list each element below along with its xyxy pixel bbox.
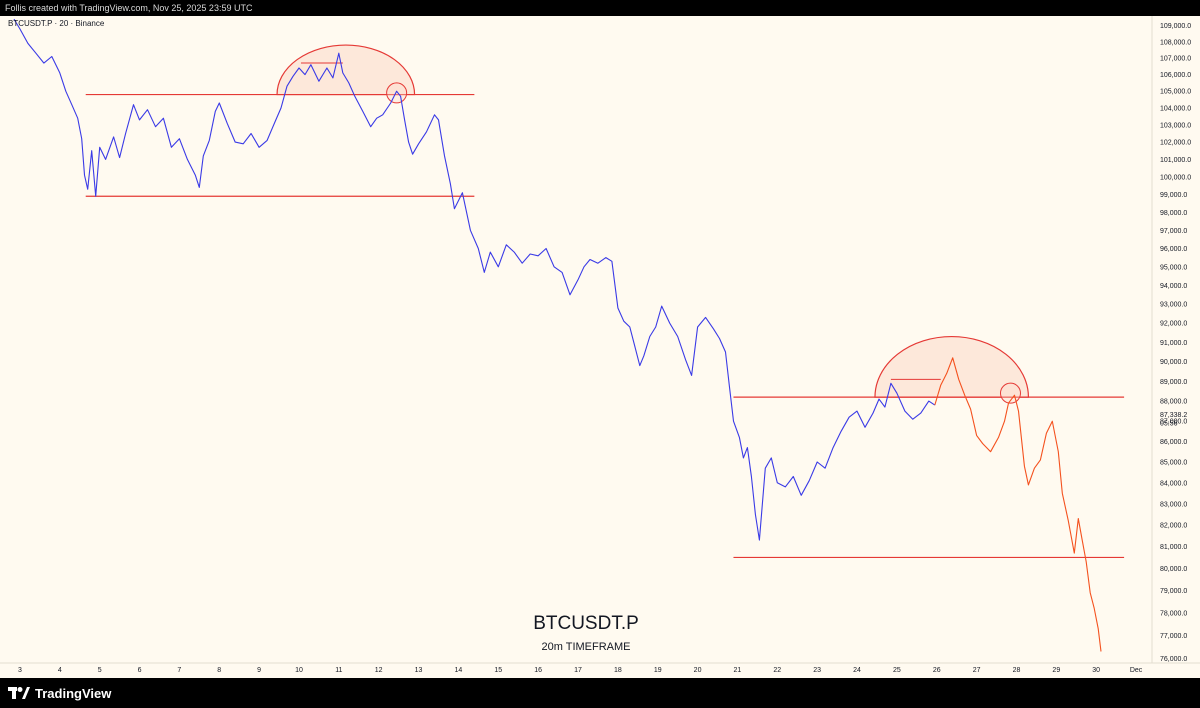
x-tick-label: 14: [455, 667, 463, 674]
y-tick-label: 98,000.0: [1160, 210, 1187, 217]
x-tick-label: 11: [335, 667, 342, 674]
rounding-top-arc[interactable]: [276, 44, 416, 96]
y-tick-label: 93,000.0: [1160, 302, 1187, 309]
x-tick-label: 26: [933, 667, 941, 674]
x-tick-label: 17: [574, 667, 582, 674]
y-tick-label: 76,000.0: [1160, 656, 1187, 663]
x-tick-label: 16: [534, 667, 542, 674]
y-tick-label: 106,000.0: [1160, 72, 1191, 79]
retest-circle-marker[interactable]: [386, 82, 408, 104]
price-line-recent[interactable]: [934, 357, 1102, 652]
y-tick-label: 84,000.0: [1160, 480, 1187, 487]
x-tick-label: 19: [654, 667, 662, 674]
y-tick-label: 77,000.0: [1160, 633, 1187, 640]
y-tick-label: 79,000.0: [1160, 588, 1187, 595]
x-tick-label: 27: [973, 667, 981, 674]
y-tick-label: 97,000.0: [1160, 228, 1187, 235]
x-tick-label: 20: [694, 667, 702, 674]
price-chart[interactable]: 3 4 5 6 7 8 9 10 11 12 13 14 15 16 17 18 19 20 21 22 23 24 25 2…: [0, 16, 1200, 678]
price-line-past[interactable]: [13, 18, 936, 541]
x-tick-label: 30: [1092, 667, 1100, 674]
x-tick-label: 8: [217, 667, 221, 674]
y-tick-label: 109,000.0: [1160, 23, 1191, 30]
y-tick-label: 104,000.0: [1160, 106, 1191, 113]
x-tick-label: 28: [1013, 667, 1021, 674]
symbol-legend: BTCUSDT.P · 20 · Binance: [8, 19, 105, 28]
y-tick-label: 101,000.0: [1160, 157, 1191, 164]
x-tick-label: Dec: [1130, 667, 1143, 674]
y-tick-label: 90,000.0: [1160, 359, 1187, 366]
y-tick-label: 105,000.0: [1160, 89, 1191, 96]
x-tick-label: 29: [1052, 667, 1060, 674]
y-tick-label: 103,000.0: [1160, 122, 1191, 129]
x-tick-label: 7: [177, 667, 181, 674]
rounding-top-arc[interactable]: [874, 336, 1030, 398]
x-tick-label: 24: [853, 667, 861, 674]
x-tick-label: 5: [98, 667, 102, 674]
watermark-symbol: BTCUSDT.P: [533, 613, 639, 634]
y-tick-label: 94,000.0: [1160, 283, 1187, 290]
x-tick-label: 18: [614, 667, 622, 674]
x-tick-label: 15: [494, 667, 502, 674]
watermark-timeframe: 20m TIMEFRAME: [541, 641, 631, 653]
y-tick-label: 91,000.0: [1160, 340, 1187, 347]
tradingview-logo[interactable]: TradingView: [8, 684, 111, 702]
x-tick-label: 25: [893, 667, 901, 674]
y-tick-label: 87,000.0: [1160, 419, 1187, 426]
y-tick-label: 78,000.0: [1160, 610, 1187, 617]
y-tick-label: 86,000.0: [1160, 439, 1187, 446]
x-tick-label: 3: [18, 667, 22, 674]
y-tick-label: 81,000.0: [1160, 544, 1187, 551]
bottom-bar: TradingView: [0, 678, 1200, 708]
tradingview-logo-icon: [8, 687, 30, 699]
caption-text: Follis created with TradingView.com, Nov…: [5, 3, 253, 13]
y-tick-label: 85,000.0: [1160, 460, 1187, 467]
x-tick-label: 12: [375, 667, 383, 674]
x-tick-label: 9: [257, 667, 261, 674]
y-tick-label: 80,000.0: [1160, 566, 1187, 573]
x-tick-label: 23: [813, 667, 821, 674]
y-tick-label: 100,000.0: [1160, 174, 1191, 181]
y-tick-label: 82,000.0: [1160, 523, 1187, 530]
y-tick-label: 83,000.0: [1160, 501, 1187, 508]
y-tick-label: 107,000.0: [1160, 56, 1191, 63]
y-tick-label: 99,000.0: [1160, 192, 1187, 199]
x-tick-label: 21: [734, 667, 742, 674]
x-tick-label: 13: [415, 667, 423, 674]
x-tick-label: 10: [295, 667, 303, 674]
bar-countdown-label: 05:56: [1160, 420, 1178, 427]
y-tick-label: 108,000.0: [1160, 39, 1191, 46]
chart-frame[interactable]: 3 4 5 6 7 8 9 10 11 12 13 14 15 16 17 18 19 20 21 22 23 24 25 2…: [0, 16, 1200, 678]
y-tick-label: 95,000.0: [1160, 264, 1187, 271]
x-tick-label: 6: [138, 667, 142, 674]
y-tick-label: 102,000.0: [1160, 140, 1191, 147]
y-tick-label: 92,000.0: [1160, 321, 1187, 328]
current-price-label: 87,338.2: [1160, 412, 1187, 419]
y-tick-label: 89,000.0: [1160, 379, 1187, 386]
x-tick-label: 4: [58, 667, 62, 674]
x-tick-label: 22: [773, 667, 781, 674]
tradingview-logo-text: TradingView: [35, 685, 112, 701]
y-tick-label: 96,000.0: [1160, 246, 1187, 253]
top-caption-bar: Follis created with TradingView.com, Nov…: [0, 0, 1200, 16]
y-tick-label: 88,000.0: [1160, 399, 1187, 406]
